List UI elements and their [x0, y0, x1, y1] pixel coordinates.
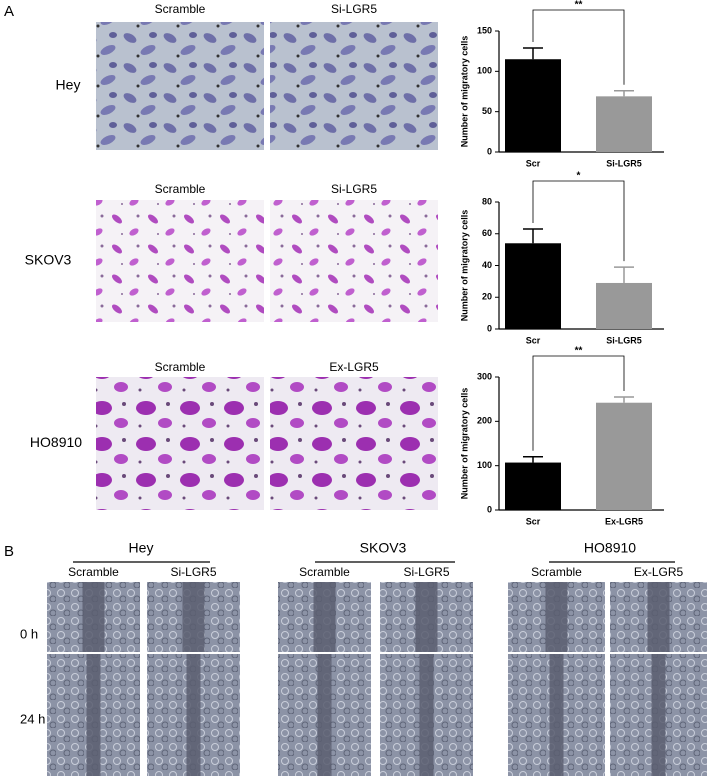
- wound-gap: [82, 582, 105, 652]
- wound-gap: [182, 582, 205, 652]
- y-tick-label: 0: [487, 146, 492, 156]
- group-label: SKOV3: [360, 540, 407, 556]
- y-tick-label: 0: [487, 504, 492, 514]
- bar: [505, 243, 561, 329]
- condition-label: Scramble: [155, 2, 206, 16]
- wound-gap: [313, 582, 336, 652]
- significance-label: **: [575, 346, 583, 357]
- wound-gap: [647, 582, 670, 652]
- significance-bracket: [532, 180, 625, 262]
- group-label: HO8910: [584, 540, 636, 556]
- bar: [596, 96, 652, 152]
- wound-gap: [415, 582, 438, 652]
- condition-label: Ex-LGR5: [634, 565, 684, 579]
- y-tick-label: 300: [477, 371, 492, 381]
- micrograph: [96, 22, 264, 150]
- significance-bracket: [532, 355, 625, 451]
- x-tick-label: Scr: [526, 158, 541, 168]
- y-axis-label: Number of migratory cells: [459, 36, 469, 148]
- group-label: Hey: [129, 540, 154, 556]
- y-tick-label: 100: [477, 66, 492, 76]
- wound-gap: [419, 654, 434, 776]
- y-tick-label: 60: [482, 228, 492, 238]
- bar: [505, 59, 561, 152]
- x-tick-label: Scr: [526, 516, 541, 526]
- x-tick-label: Si-LGR5: [606, 158, 642, 168]
- x-tick-label: Ex-LGR5: [605, 516, 643, 526]
- x-tick-label: Scr: [526, 335, 541, 345]
- condition-label: Si-LGR5: [170, 565, 216, 579]
- significance-label: **: [575, 0, 583, 11]
- significance-bracket: [532, 9, 625, 85]
- condition-label: Si-LGR5: [403, 565, 449, 579]
- wound-gap: [86, 654, 101, 776]
- condition-label: Si-LGR5: [331, 2, 377, 16]
- condition-label: Scramble: [299, 565, 350, 579]
- wound-gap: [545, 582, 568, 652]
- x-tick-label: Si-LGR5: [606, 335, 642, 345]
- wound-gap: [549, 654, 564, 776]
- micrograph: [96, 200, 264, 322]
- y-axis-label: Number of migratory cells: [459, 388, 469, 500]
- condition-label: Ex-LGR5: [329, 360, 379, 374]
- y-tick-label: 40: [482, 260, 492, 270]
- significance-label: *: [577, 171, 581, 182]
- timepoint-label: 0 h: [20, 626, 38, 641]
- wound-gap: [651, 654, 666, 776]
- cell-line-label: SKOV3: [25, 252, 72, 268]
- cell-line-label: HO8910: [30, 434, 82, 450]
- condition-label: Si-LGR5: [331, 182, 377, 196]
- y-tick-label: 0: [487, 323, 492, 333]
- y-tick-label: 50: [482, 106, 492, 116]
- y-tick-label: 80: [482, 196, 492, 206]
- y-tick-label: 20: [482, 292, 492, 302]
- condition-label: Scramble: [68, 565, 119, 579]
- y-tick-label: 100: [477, 460, 492, 470]
- micrograph: [96, 377, 264, 510]
- bar: [596, 282, 652, 329]
- bar: [505, 462, 561, 510]
- panel-label: A: [4, 3, 14, 20]
- condition-label: Scramble: [531, 565, 582, 579]
- y-axis-label: Number of migratory cells: [459, 210, 469, 322]
- y-tick-label: 200: [477, 416, 492, 426]
- y-tick-label: 150: [477, 25, 492, 35]
- wound-gap: [317, 654, 332, 776]
- cell-line-label: Hey: [56, 77, 81, 93]
- panel-label: B: [4, 543, 14, 560]
- timepoint-label: 24 h: [20, 711, 45, 726]
- micrograph: [270, 200, 438, 322]
- condition-label: Scramble: [155, 360, 206, 374]
- micrograph: [270, 377, 438, 510]
- bar: [596, 402, 652, 510]
- wound-gap: [186, 654, 201, 776]
- micrograph: [270, 22, 438, 150]
- condition-label: Scramble: [155, 182, 206, 196]
